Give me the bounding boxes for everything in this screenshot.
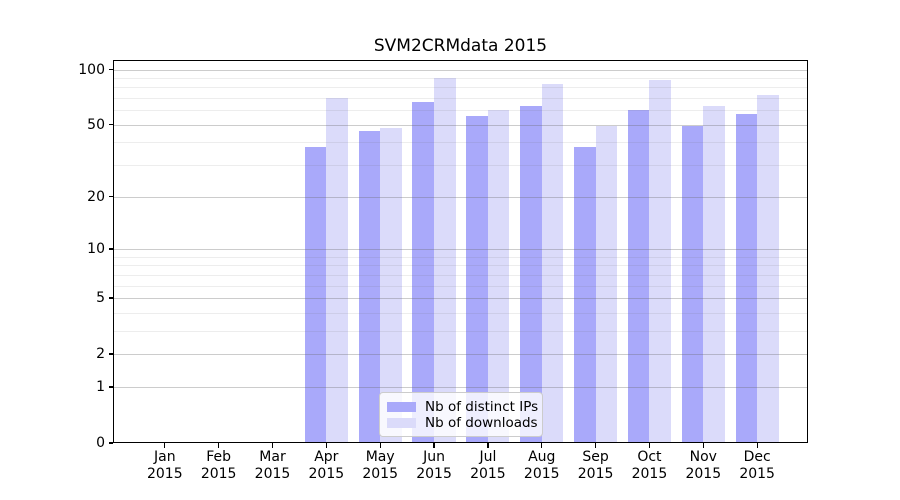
y-tick-label-50: 50	[87, 116, 105, 133]
y-tick-mark-2	[108, 353, 113, 355]
x-tick-mark-nov	[702, 443, 704, 448]
bar-jul-downloads	[487, 110, 510, 443]
x-tick-mark-dec	[756, 443, 758, 448]
x-tick-mark-sep	[594, 443, 597, 448]
bar-oct-downloads	[649, 79, 672, 443]
x-tick-label-oct: Oct 2015	[631, 449, 668, 482]
bar-apr-downloads	[326, 98, 348, 443]
gridline-minor-90	[113, 77, 808, 79]
x-tick-mark-may	[379, 443, 381, 448]
y-tick-mark-0	[108, 442, 113, 444]
y-tick-mark-20	[108, 195, 113, 198]
y-tick-label-0: 0	[96, 435, 105, 451]
bar-dec-distinct-ips	[735, 114, 758, 443]
gridline-minor-80	[113, 87, 808, 89]
x-tick-label-sep: Sep 2015	[577, 449, 614, 482]
x-tick-label-aug: Aug 2015	[523, 449, 560, 482]
x-tick-mark-jul	[487, 443, 489, 448]
x-tick-label-nov: Nov 2015	[685, 449, 722, 482]
bar-jun-downloads	[434, 77, 456, 443]
x-tick-label-mar: Mar 2015	[254, 449, 291, 482]
legend-swatch-distinct-ips	[387, 402, 416, 412]
x-tick-mark-jun	[433, 443, 435, 448]
x-tick-label-dec: Dec 2015	[739, 449, 775, 482]
x-tick-mark-mar	[271, 443, 274, 448]
y-tick-mark-50	[108, 124, 113, 126]
y-tick-mark-5	[108, 297, 113, 299]
y-tick-label-20: 20	[87, 188, 105, 205]
legend-row: Nb of downloads	[387, 415, 538, 431]
gridline-100	[113, 69, 808, 71]
bar-jun-distinct-ips	[412, 101, 435, 443]
x-tick-label-jun: Jun 2015	[416, 449, 452, 482]
y-tick-label-5: 5	[96, 289, 105, 306]
legend-label-distinct-ips: Nb of distinct IPs	[425, 399, 539, 415]
x-tick-label-jan: Jan 2015	[146, 449, 183, 482]
bar-oct-distinct-ips	[627, 110, 650, 443]
y-tick-label-100: 100	[78, 61, 105, 78]
bar-apr-distinct-ips	[304, 146, 327, 443]
x-tick-label-feb: Feb 2015	[200, 449, 237, 482]
legend-row: Nb of distinct IPs	[387, 399, 538, 415]
x-tick-mark-feb	[218, 443, 220, 448]
x-tick-label-jul: Jul 2015	[470, 449, 506, 482]
x-tick-mark-jan	[164, 443, 166, 448]
gridline-minor-70	[113, 98, 808, 100]
bar-sep-downloads	[595, 126, 618, 443]
bar-may-distinct-ips	[358, 131, 381, 443]
x-tick-label-may: May 2015	[362, 449, 398, 482]
bar-dec-downloads	[757, 94, 779, 443]
legend: Nb of distinct IPs Nb of downloads	[379, 392, 543, 437]
bar-aug-downloads	[541, 84, 564, 443]
y-tick-mark-10	[108, 248, 113, 250]
y-tick-label-2: 2	[96, 346, 105, 363]
x-tick-mark-aug	[541, 443, 543, 448]
x-tick-mark-oct	[648, 443, 651, 448]
x-tick-label-apr: Apr 2015	[308, 449, 345, 482]
bar-nov-distinct-ips	[681, 126, 704, 443]
bar-sep-distinct-ips	[574, 146, 596, 443]
bar-jul-distinct-ips	[466, 115, 488, 443]
y-tick-mark-1	[108, 386, 113, 388]
bar-nov-downloads	[703, 106, 725, 443]
x-tick-mark-apr	[325, 443, 327, 448]
legend-swatch-downloads	[387, 418, 416, 428]
bar-aug-distinct-ips	[520, 106, 542, 443]
bar-may-downloads	[380, 128, 402, 443]
legend-label-downloads: Nb of downloads	[425, 415, 538, 431]
y-tick-label-1: 1	[96, 378, 105, 395]
y-tick-label-10: 10	[87, 240, 105, 257]
y-tick-mark-100	[108, 68, 113, 71]
chart-title: SVM2CRMdata 2015	[373, 36, 548, 56]
